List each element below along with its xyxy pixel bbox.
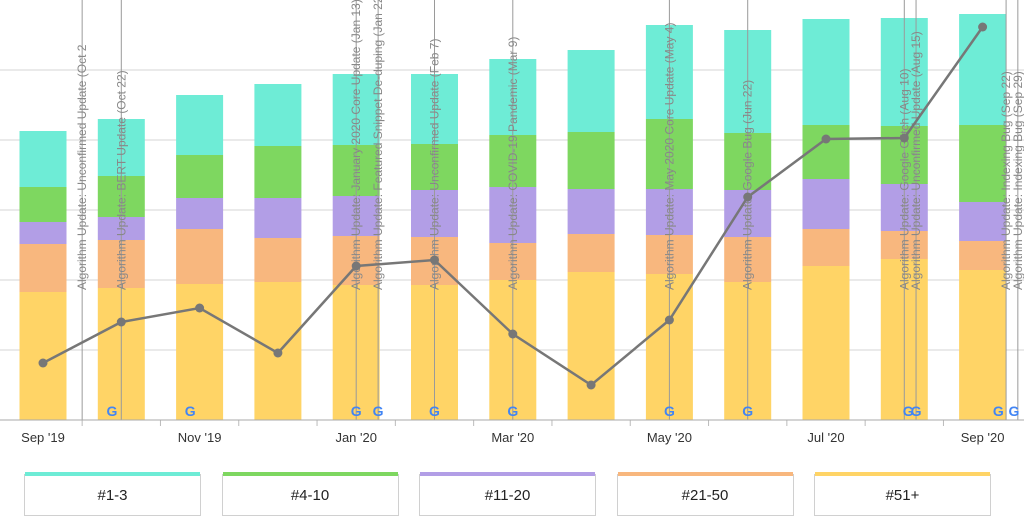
line-point[interactable]	[38, 358, 48, 368]
x-tick-label: Nov '19	[178, 430, 222, 445]
bar-segment[interactable]	[176, 229, 224, 284]
annotation-label: Algorithm Update: Unconfirmed Update (Oc…	[75, 44, 89, 290]
legend-color-bar	[25, 472, 200, 476]
bar-segment[interactable]	[19, 292, 67, 420]
bar-segment[interactable]	[567, 189, 615, 234]
bar-segment[interactable]	[567, 132, 615, 189]
bar-segment[interactable]	[567, 50, 615, 132]
line-point[interactable]	[664, 315, 674, 325]
bar-segment[interactable]	[176, 198, 224, 229]
annotation-label: Algorithm Update: May 2020 Core Update (…	[662, 23, 676, 290]
legend-item[interactable]: #21-50	[616, 472, 794, 516]
annotation-label: Algorithm Update: Featured Snippet De-du…	[371, 0, 385, 290]
line-point[interactable]	[273, 348, 283, 358]
annotation-label: Algorithm Update: COVID-19 Pandemic (Mar…	[506, 37, 520, 290]
bar-segment[interactable]	[959, 125, 1007, 202]
annotation-label: Algorithm Update: Google Glitch (Aug 10)	[897, 69, 911, 290]
legend-color-bar	[420, 472, 595, 476]
bar-segment[interactable]	[802, 266, 850, 420]
legend-color-bar	[222, 472, 398, 476]
line-point[interactable]	[743, 192, 753, 202]
bar-segment[interactable]	[254, 84, 302, 146]
annotation-label: Algorithm Update: Unconfirmed Update (Au…	[909, 31, 923, 290]
google-icon[interactable]: G	[106, 403, 117, 419]
legend-color-bar	[617, 472, 793, 476]
annotation-label: Algorithm Update: Indexing Bug (Sep 29)	[1011, 71, 1024, 290]
legend-color-bar	[815, 472, 990, 476]
line-point[interactable]	[195, 303, 205, 313]
line-point[interactable]	[116, 317, 126, 327]
bar-segment[interactable]	[802, 229, 850, 266]
google-icon[interactable]: G	[911, 403, 922, 419]
line-point[interactable]	[351, 261, 361, 271]
annotation-label: Algorithm Update: Unconfirmed Update (Fe…	[428, 39, 442, 290]
bar-segment[interactable]	[19, 222, 67, 244]
bar-segment[interactable]	[802, 19, 850, 125]
google-icon[interactable]: G	[664, 403, 675, 419]
bar-segment[interactable]	[959, 14, 1007, 125]
bar-segment[interactable]	[254, 238, 302, 282]
x-tick-label: Sep '19	[21, 430, 65, 445]
x-tick-label: May '20	[647, 430, 692, 445]
legend-label: #4-10	[290, 486, 330, 504]
legend-item[interactable]: #11-20	[419, 472, 596, 516]
bar-segment[interactable]	[959, 202, 1007, 241]
bar-segment[interactable]	[254, 146, 302, 198]
google-icon[interactable]: G	[351, 403, 362, 419]
legend-label: #1-3	[97, 486, 128, 504]
google-icon[interactable]: G	[742, 403, 753, 419]
bar-segment[interactable]	[19, 244, 67, 292]
bar-segment[interactable]	[567, 272, 615, 420]
google-icon[interactable]: G	[507, 403, 518, 419]
google-icon[interactable]: G	[1008, 403, 1019, 419]
stacked-bar-chart: Algorithm Update: Unconfirmed Update (Oc…	[0, 0, 1024, 445]
x-tick-label: Jul '20	[807, 430, 844, 445]
bar-segment[interactable]	[802, 179, 850, 229]
annotation-label: Algorithm Update: Google Bug (Jun 22)	[741, 80, 755, 290]
google-icon[interactable]: G	[993, 403, 1004, 419]
annotation-label: Algorithm Update: BERT Update (Oct 22)	[114, 70, 128, 290]
legend-label: #11-20	[484, 486, 531, 504]
bar-segment[interactable]	[176, 95, 224, 155]
google-icon[interactable]: G	[185, 403, 196, 419]
x-tick-label: Jan '20	[335, 430, 377, 445]
annotation-label: Algorithm Update: January 2020 Core Upda…	[349, 0, 363, 290]
line-point[interactable]	[508, 329, 518, 339]
x-tick-label: Sep '20	[961, 430, 1005, 445]
google-icon[interactable]: G	[373, 403, 384, 419]
legend-label: #21-50	[681, 486, 729, 504]
bar-segment[interactable]	[254, 198, 302, 238]
bar-segment[interactable]	[19, 187, 67, 222]
bar-segment[interactable]	[176, 155, 224, 198]
line-point[interactable]	[899, 133, 909, 143]
legend-item[interactable]: #51+	[814, 472, 991, 516]
google-icon[interactable]: G	[903, 403, 914, 419]
legend-item[interactable]: #1-3	[24, 472, 201, 516]
line-point[interactable]	[978, 22, 988, 32]
bar-segment[interactable]	[19, 131, 67, 187]
bar-segment[interactable]	[959, 270, 1007, 420]
bar-segment[interactable]	[567, 234, 615, 272]
x-tick-label: Mar '20	[491, 430, 534, 445]
legend-item[interactable]: #4-10	[221, 472, 399, 516]
google-icon[interactable]: G	[429, 403, 440, 419]
line-point[interactable]	[586, 380, 596, 390]
line-point[interactable]	[821, 134, 831, 144]
annotation-label: Algorithm Update: Indexing Bug (Sep 22)	[999, 71, 1013, 290]
bar-segment[interactable]	[959, 241, 1007, 270]
legend-label: #51+	[885, 486, 920, 504]
line-point[interactable]	[430, 255, 439, 265]
